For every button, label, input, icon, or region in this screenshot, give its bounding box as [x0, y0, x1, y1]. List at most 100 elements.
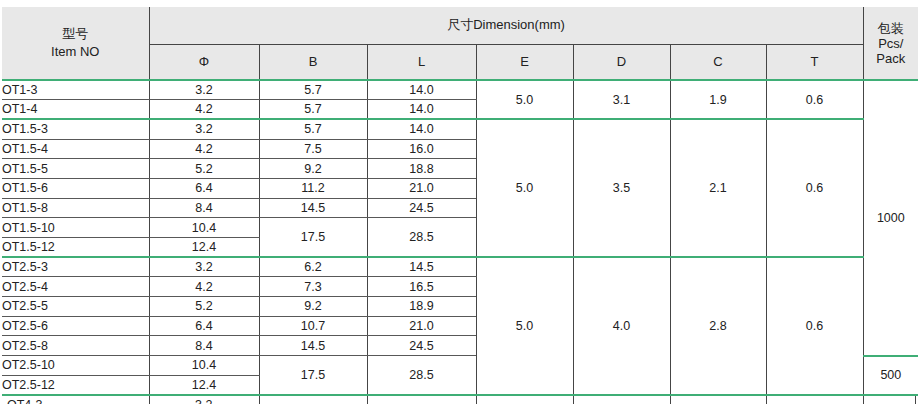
- header-pack-cn: 包装: [864, 21, 918, 36]
- item-cell: OT1.5-4: [2, 139, 149, 159]
- l-cell: 21.0: [367, 316, 476, 336]
- header-pack: 包装 Pcs/ Pack: [863, 7, 918, 80]
- column-divider: [149, 396, 150, 404]
- c-cell-group3: 2.8: [670, 257, 766, 395]
- header-col-b: B: [259, 44, 367, 80]
- phi-cell: 6.4: [149, 316, 259, 336]
- header-pack-pack: Pack: [864, 51, 918, 66]
- item-cell: OT2.5-5: [2, 297, 149, 317]
- partial-item-text: OT4-3: [7, 398, 42, 404]
- phi-cell: 5.2: [149, 159, 259, 179]
- column-divider: [476, 396, 477, 404]
- header-col-e: E: [476, 44, 573, 80]
- header-pack-pcs: Pcs/: [864, 36, 918, 51]
- item-cell: OT1-3: [2, 80, 149, 100]
- column-divider: [259, 396, 260, 404]
- c-cell-group1: 1.9: [670, 80, 766, 119]
- b-cell: 7.3: [259, 277, 367, 297]
- spec-sheet-page: 型号 Item NO 尺寸Dimension(mm) 包装 Pcs/ Pack …: [0, 0, 918, 405]
- item-cell: OT1.5-8: [2, 198, 149, 218]
- l-cell: 14.5: [367, 257, 476, 277]
- l-cell: 24.5: [367, 198, 476, 218]
- e-cell-group2: 5.0: [476, 119, 573, 257]
- l-cell: 14.0: [367, 119, 476, 139]
- header-dimension: 尺寸Dimension(mm): [149, 7, 863, 44]
- b-cell: 9.2: [259, 159, 367, 179]
- b-cell: 5.7: [259, 80, 367, 100]
- b-cell: 6.2: [259, 257, 367, 277]
- e-cell-group1: 5.0: [476, 80, 573, 119]
- b-cell: 14.5: [259, 198, 367, 218]
- phi-cell: 10.4: [149, 356, 259, 376]
- item-cell: OT1.5-10: [2, 218, 149, 238]
- item-cell: OT1.5-12: [2, 238, 149, 258]
- partial-next-row: OT4-3 3.2: [2, 396, 918, 404]
- item-cell: OT2.5-12: [2, 375, 149, 395]
- phi-cell: 6.4: [149, 178, 259, 198]
- item-cell: OT1.5-5: [2, 159, 149, 179]
- d-cell-group2: 3.5: [573, 119, 670, 257]
- e-cell-group3: 5.0: [476, 257, 573, 395]
- item-cell: OT2.5-6: [2, 316, 149, 336]
- header-col-t: T: [766, 44, 863, 80]
- phi-cell: 8.4: [149, 336, 259, 356]
- t-cell-group2: 0.6: [766, 119, 863, 257]
- l-cell: 14.0: [367, 80, 476, 100]
- pack-cell-500: 500: [863, 356, 918, 395]
- column-divider: [766, 396, 767, 404]
- l-cell: 16.0: [367, 139, 476, 159]
- l-cell-merged-group2: 28.5: [367, 218, 476, 257]
- header-item-no-en: Item NO: [2, 43, 149, 61]
- b-cell: 11.2: [259, 178, 367, 198]
- b-cell: 5.7: [259, 100, 367, 120]
- item-cell: OT2.5-3: [2, 257, 149, 277]
- header-row-1: 型号 Item NO 尺寸Dimension(mm) 包装 Pcs/ Pack: [2, 7, 918, 44]
- phi-cell: 4.2: [149, 139, 259, 159]
- d-cell-group1: 3.1: [573, 80, 670, 119]
- column-divider: [670, 396, 671, 404]
- phi-cell: 12.4: [149, 375, 259, 395]
- column-divider: [915, 396, 916, 404]
- t-cell-group1: 0.6: [766, 80, 863, 119]
- l-cell-merged-group3: 28.5: [367, 356, 476, 395]
- column-divider: [573, 396, 574, 404]
- phi-cell: 3.2: [149, 119, 259, 139]
- item-cell: OT2.5-10: [2, 356, 149, 376]
- item-cell: OT2.5-4: [2, 277, 149, 297]
- l-cell: 18.9: [367, 297, 476, 317]
- phi-cell: 3.2: [149, 80, 259, 100]
- l-cell: 16.5: [367, 277, 476, 297]
- phi-cell: 5.2: [149, 297, 259, 317]
- b-cell: 9.2: [259, 297, 367, 317]
- pack-cell-1000: 1000: [863, 80, 918, 356]
- dimension-spec-table: 型号 Item NO 尺寸Dimension(mm) 包装 Pcs/ Pack …: [2, 7, 918, 396]
- c-cell-group2: 2.1: [670, 119, 766, 257]
- l-cell: 21.0: [367, 178, 476, 198]
- table-row: OT1-3 3.2 5.7 14.0 5.0 3.1 1.9 0.6 1000: [2, 80, 918, 100]
- table-row: OT2.5-3 3.2 6.2 14.5 5.0 4.0 2.8 0.6: [2, 257, 918, 277]
- header-col-phi: Φ: [149, 44, 259, 80]
- header-col-l: L: [367, 44, 476, 80]
- item-cell: OT2.5-8: [2, 336, 149, 356]
- l-cell: 18.8: [367, 159, 476, 179]
- l-cell: 14.0: [367, 100, 476, 120]
- item-cell: OT1.5-3: [2, 119, 149, 139]
- header-col-d: D: [573, 44, 670, 80]
- b-cell-merged-group3: 17.5: [259, 356, 367, 395]
- t-cell-group3: 0.6: [766, 257, 863, 395]
- phi-cell: 3.2: [149, 257, 259, 277]
- phi-cell: 10.4: [149, 218, 259, 238]
- column-divider: [863, 396, 864, 404]
- item-cell: OT1.5-6: [2, 178, 149, 198]
- item-cell: OT1-4: [2, 100, 149, 120]
- header-col-c: C: [670, 44, 766, 80]
- l-cell: 24.5: [367, 336, 476, 356]
- header-item-no: 型号 Item NO: [2, 7, 149, 80]
- phi-cell: 4.2: [149, 277, 259, 297]
- partial-phi-text: 3.2: [195, 398, 212, 404]
- phi-cell: 12.4: [149, 238, 259, 258]
- b-cell-merged-group2: 17.5: [259, 218, 367, 257]
- table-row: OT1.5-3 3.2 5.7 14.0 5.0 3.5 2.1 0.6: [2, 119, 918, 139]
- phi-cell: 8.4: [149, 198, 259, 218]
- phi-cell: 4.2: [149, 100, 259, 120]
